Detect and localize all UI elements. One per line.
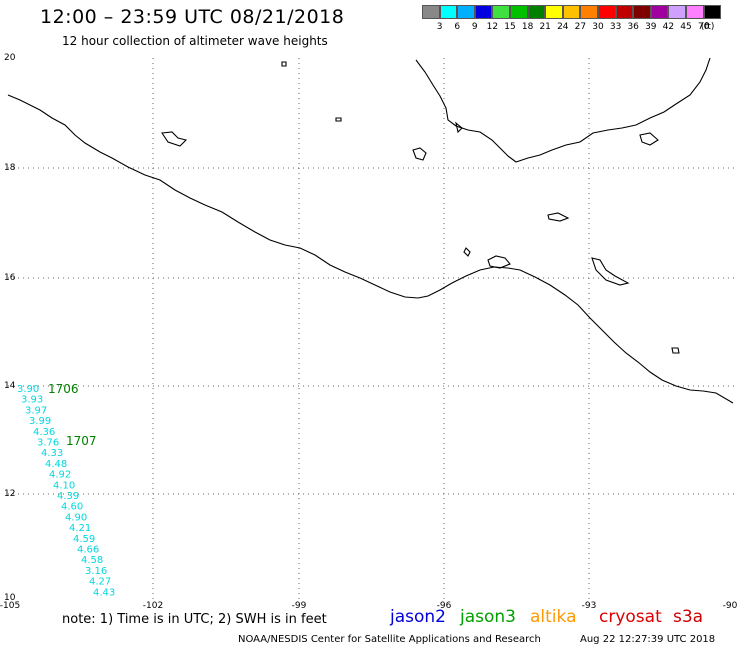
legend-label: 36 <box>627 22 639 32</box>
lat-label-12: 12 <box>4 489 16 499</box>
lon-label-99: -99 <box>291 601 307 611</box>
wave-height-label: 4.66 <box>77 545 99 556</box>
units-note: note: 1) Time is in UTC; 2) SWH is in fe… <box>62 612 327 627</box>
legend-swatch <box>439 5 458 19</box>
map-subtitle: 12 hour collection of altimeter wave hei… <box>62 34 328 48</box>
satellite-jason2: jason2 <box>390 607 446 627</box>
lon-label-93: -93 <box>581 601 597 611</box>
lon-label-90: -90 <box>722 601 738 611</box>
pass-time-label: 1707 <box>66 434 97 448</box>
coastline <box>7 57 734 404</box>
wave-height-label: 3.76 <box>37 438 59 449</box>
map-title: 12:00 – 23:59 UTC 08/21/2018 <box>40 6 345 28</box>
legend-label: 45 <box>680 22 692 32</box>
legend-label: 39 <box>645 22 657 32</box>
wave-height-label: 4.48 <box>45 459 67 470</box>
lon-label-96: -96 <box>436 601 452 611</box>
legend-swatch <box>509 5 528 19</box>
legend-swatch <box>492 5 510 19</box>
legend-swatch <box>457 5 475 19</box>
legend-label: 42 <box>662 22 675 32</box>
wave-height-label: 4.60 <box>61 502 83 513</box>
legend-swatch <box>527 5 546 19</box>
legend-label: 30 <box>592 22 604 32</box>
satellite-jason3: jason3 <box>460 607 516 627</box>
lat-label-16: 16 <box>4 273 16 283</box>
wave-height-label: 3.90 <box>17 384 39 395</box>
wave-height-label: 4.27 <box>89 577 111 588</box>
legend-swatch <box>668 5 686 19</box>
legend-swatch <box>580 5 598 19</box>
legend-label: 9 <box>471 22 478 32</box>
legend-label: 3 <box>436 22 443 32</box>
wave-height-label: 4.92 <box>49 470 71 481</box>
legend-label: 70 <box>697 22 710 32</box>
generated-timestamp: Aug 22 12:27:39 UTC 2018 <box>580 634 716 645</box>
legend-swatch <box>650 5 669 19</box>
credit-text: NOAA/NESDIS Center for Satellite Applica… <box>238 634 541 645</box>
legend-label: 15 <box>504 22 516 32</box>
legend-swatch <box>615 5 634 19</box>
legend-swatch <box>422 5 440 19</box>
legend-label: 12 <box>486 22 499 32</box>
lat-label-10: 10 <box>4 593 16 603</box>
legend-swatch <box>474 5 493 19</box>
color-scale-legend <box>422 5 722 19</box>
wave-height-label: 3.16 <box>85 566 107 577</box>
legend-label: 18 <box>521 22 534 32</box>
legend-label: 33 <box>609 22 622 32</box>
legend-swatch <box>562 5 581 19</box>
legend-swatch <box>703 5 722 19</box>
wave-height-label: 4.90 <box>65 512 87 523</box>
satellite-s3a: s3a <box>673 607 704 627</box>
satellite-altika: altika <box>530 607 577 627</box>
wave-height-label: 3.99 <box>29 416 51 427</box>
wave-height-label: 4.10 <box>53 480 75 491</box>
legend-label: 6 <box>454 22 461 32</box>
lon-label-102: -102 <box>142 601 164 611</box>
lon-label-105: -105 <box>0 601 21 611</box>
legend-label: 21 <box>539 22 551 32</box>
legend-swatch <box>685 5 704 19</box>
lat-label-20: 20 <box>4 53 16 63</box>
wave-height-label: 3.93 <box>21 395 43 406</box>
altimeter-track: 3.903.933.973.994.363.764.334.484.924.10… <box>17 382 115 598</box>
pass-time-label: 1706 <box>48 382 79 396</box>
wave-height-label: 4.43 <box>93 587 115 598</box>
wave-height-label: 4.36 <box>33 427 55 438</box>
graticule <box>8 58 735 600</box>
wave-height-label: 4.33 <box>41 448 63 459</box>
wave-height-label: 4.39 <box>57 491 79 502</box>
lat-label-14: 14 <box>4 381 16 391</box>
legend-swatch <box>597 5 616 19</box>
wave-height-label: 4.58 <box>81 555 103 566</box>
satellite-cryosat: cryosat <box>599 607 662 627</box>
wave-height-label: 3.97 <box>25 405 47 416</box>
lat-label-18: 18 <box>4 163 16 173</box>
legend-label: 27 <box>574 22 587 32</box>
legend-swatch <box>545 5 563 19</box>
legend-label: 24 <box>557 22 569 32</box>
legend-label: (ft) <box>700 22 715 32</box>
wave-height-label: 4.59 <box>73 534 95 545</box>
legend-swatch <box>633 5 651 19</box>
wave-height-label: 4.21 <box>69 523 91 534</box>
